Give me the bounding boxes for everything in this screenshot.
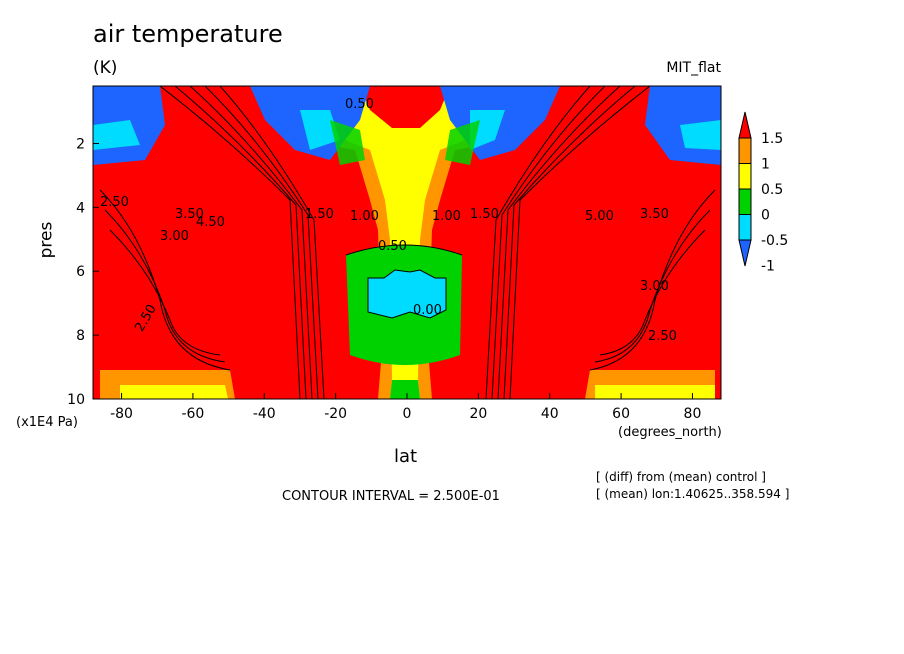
colorbar-bottom-arrow [738, 239, 752, 267]
dataset-name: MIT_flat [666, 60, 721, 76]
contour-label: 4.50 [196, 215, 225, 230]
contour-label: 1.00 [432, 209, 461, 224]
contour-label: 3.50 [640, 207, 669, 222]
contour-label: 1.50 [305, 207, 334, 222]
y-tick-label: 2 [76, 136, 85, 152]
x-axis-units: (degrees_north) [618, 425, 722, 440]
contour-label: 3.50 [175, 207, 204, 222]
note-mean: [ (mean) lon:1.40625..358.594 ] [596, 487, 790, 501]
y-tick-label: 8 [76, 328, 85, 344]
x-tick-label: -40 [253, 406, 276, 422]
colorbar-label: 1.5 [761, 131, 783, 147]
colorbar-label: -0.5 [761, 233, 788, 249]
x-tick-label: 0 [403, 406, 412, 422]
x-axis: -80 -60 -40 -20 0 20 40 60 80 [110, 393, 701, 422]
colorbar-swatch [738, 163, 752, 190]
note-diff: [ (diff) from (mean) control ] [596, 470, 766, 484]
colorbar-label: 1 [761, 157, 770, 173]
x-tick-label: 80 [684, 406, 702, 422]
contour-label: 0.50 [378, 239, 407, 254]
colorbar-swatch [738, 214, 752, 241]
colorbar-top-arrow [738, 111, 752, 139]
x-tick-label: 60 [612, 406, 630, 422]
y-axis: 2 4 6 8 10 [67, 136, 99, 408]
x-tick-label: -80 [110, 406, 133, 422]
chart-units: (K) [93, 58, 118, 78]
contour-label: 3.00 [160, 229, 189, 244]
colorbar-label: -1 [761, 259, 775, 275]
contour-interval: CONTOUR INTERVAL = 2.500E-01 [282, 489, 500, 504]
colorbar-swatch [738, 137, 752, 164]
chart-title: air temperature [93, 20, 283, 48]
contour-label: 0.50 [345, 97, 374, 112]
colorbar-label: 0 [761, 208, 770, 224]
contour-label: 1.50 [470, 207, 499, 222]
y-tick-label: 10 [67, 392, 85, 408]
x-tick-label: 40 [541, 406, 559, 422]
contour-label: 5.00 [585, 209, 614, 224]
contour-label: 0.00 [413, 303, 442, 318]
y-tick-label: 4 [76, 200, 85, 216]
contour-label: 3.00 [640, 279, 669, 294]
x-tick-label: -20 [324, 406, 347, 422]
y-axis-units: (x1E4 Pa) [16, 415, 78, 430]
contour-label: 2.50 [648, 329, 677, 344]
x-axis-label: lat [394, 446, 418, 467]
colorbar: 1.5 1 0.5 0 -0.5 -1 [738, 111, 788, 275]
contour-fill [93, 86, 721, 399]
colorbar-swatch [738, 188, 752, 215]
colorbar-label: 0.5 [761, 182, 783, 198]
contour-label: 1.00 [350, 209, 379, 224]
y-tick-label: 6 [76, 264, 85, 280]
x-tick-label: -60 [181, 406, 204, 422]
contour-label: 2.50 [100, 195, 129, 210]
x-tick-label: 20 [469, 406, 487, 422]
